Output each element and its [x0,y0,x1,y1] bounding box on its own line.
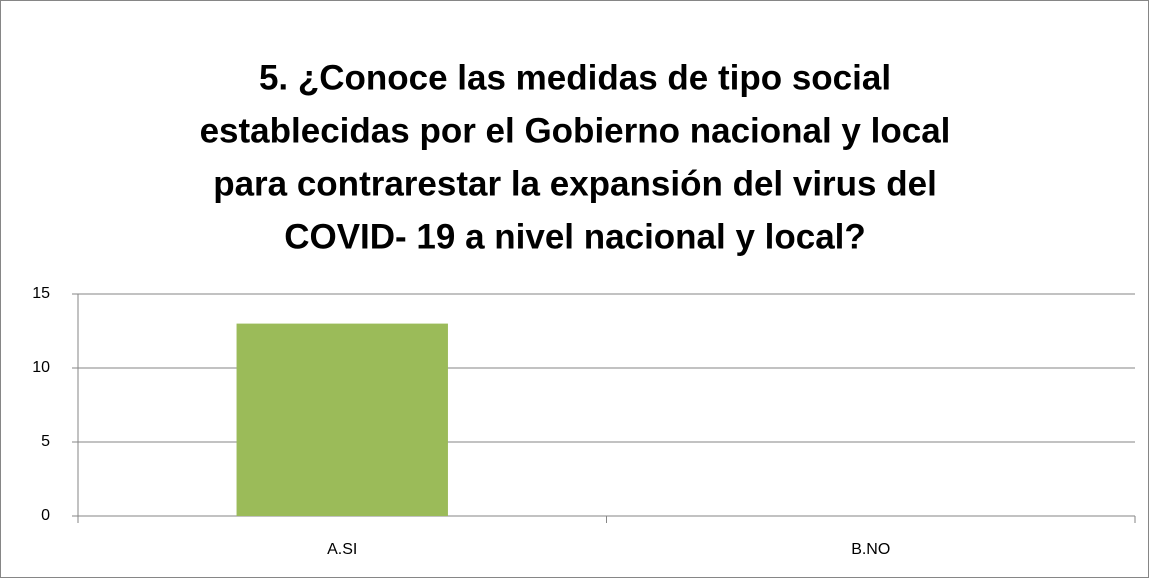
y-tick-label: 5 [41,433,50,450]
chart-title: establecidas por el Gobierno nacional y … [200,111,951,150]
chart-title: 5. ¿Conoce las medidas de tipo social [259,58,891,97]
chart-title: para contrarestar la expansión del virus… [213,164,937,203]
y-tick-label: 15 [32,285,50,302]
x-tick-label: B.NO [851,541,890,558]
chart-title: COVID- 19 a nivel nacional y local? [284,217,866,256]
y-tick-label: 0 [41,507,50,524]
bar [236,323,448,516]
x-tick-label: A.SI [327,541,357,558]
y-tick-label: 10 [32,359,50,376]
